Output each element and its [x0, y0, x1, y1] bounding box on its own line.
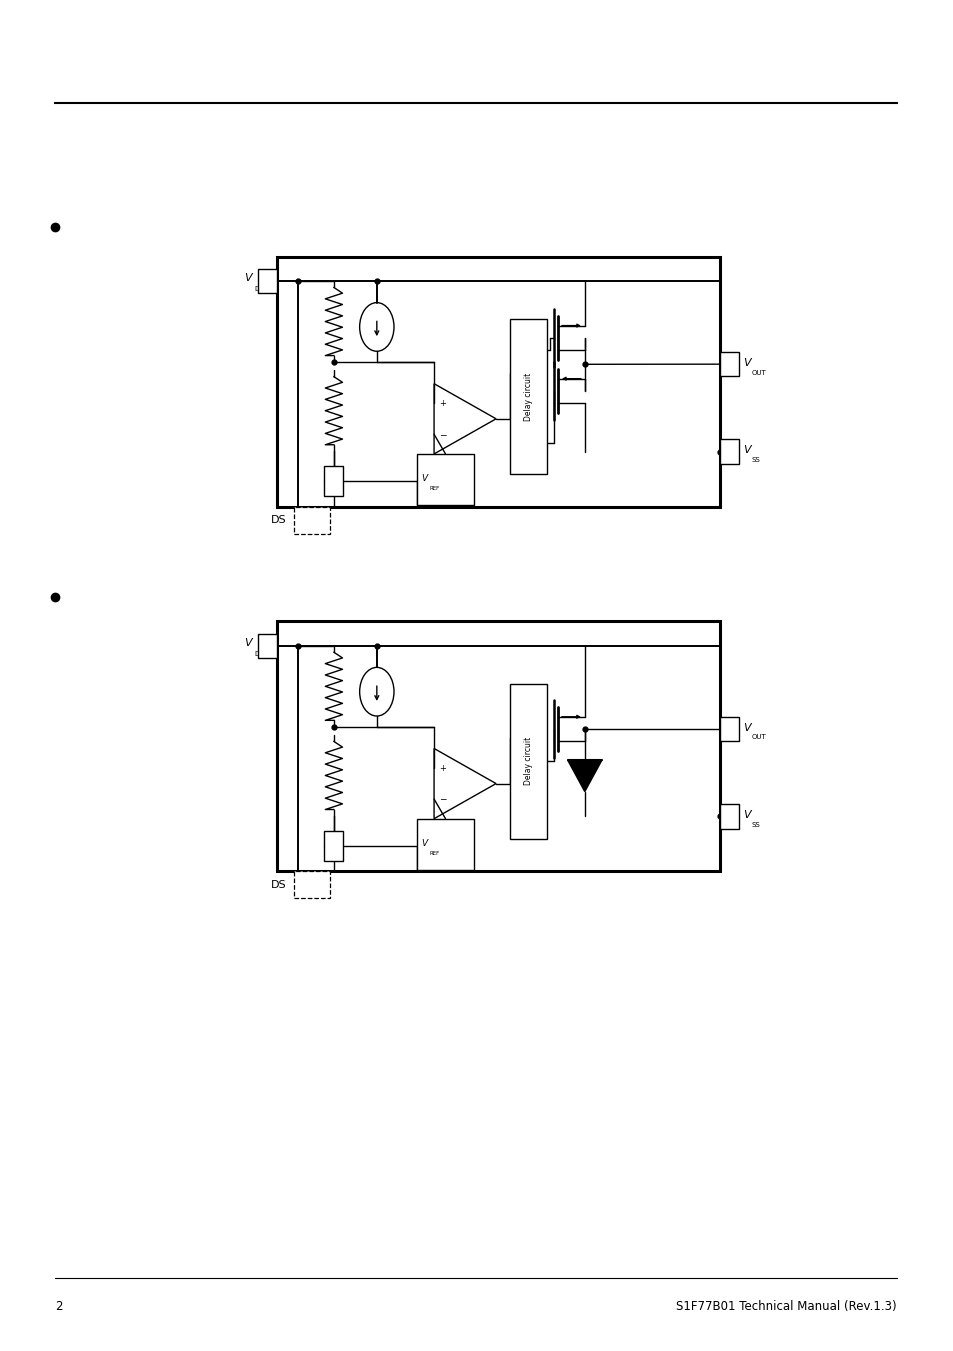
Text: OUT: OUT — [751, 735, 765, 740]
Text: REF: REF — [429, 851, 439, 857]
Text: V: V — [742, 446, 750, 455]
Text: OUT: OUT — [751, 370, 765, 376]
Bar — [416, 819, 474, 870]
Text: 2: 2 — [55, 1300, 63, 1313]
Text: V: V — [742, 723, 750, 732]
Text: +: + — [438, 399, 445, 408]
FancyBboxPatch shape — [294, 507, 330, 534]
Bar — [510, 684, 546, 839]
Text: Delay circuit: Delay circuit — [523, 373, 533, 420]
Bar — [720, 439, 739, 463]
Text: S1F77B01 Technical Manual (Rev.1.3): S1F77B01 Technical Manual (Rev.1.3) — [676, 1300, 896, 1313]
Text: V: V — [244, 273, 252, 284]
Polygon shape — [567, 761, 601, 792]
Bar — [257, 269, 276, 293]
Bar — [324, 831, 343, 861]
Text: DD: DD — [254, 651, 265, 657]
Bar — [720, 717, 739, 742]
Bar — [324, 466, 343, 496]
Text: V: V — [421, 474, 427, 482]
Bar — [720, 353, 739, 377]
Text: SS: SS — [751, 457, 760, 463]
Text: DS: DS — [271, 515, 286, 526]
Text: V: V — [244, 638, 252, 648]
Text: DD: DD — [254, 286, 265, 292]
Text: −: − — [438, 430, 446, 439]
Bar — [510, 319, 546, 474]
FancyBboxPatch shape — [294, 871, 330, 898]
Text: V: V — [742, 358, 750, 367]
Text: V: V — [742, 811, 750, 820]
Bar — [720, 804, 739, 828]
Text: Delay circuit: Delay circuit — [523, 738, 533, 785]
Bar — [276, 621, 720, 871]
Text: SS: SS — [751, 821, 760, 828]
Text: REF: REF — [429, 486, 439, 492]
Bar — [276, 257, 720, 507]
Text: V: V — [421, 839, 427, 847]
Text: DS: DS — [271, 880, 286, 890]
Text: +: + — [438, 763, 445, 773]
Bar — [257, 634, 276, 658]
Bar — [416, 454, 474, 505]
Text: −: − — [438, 794, 446, 804]
